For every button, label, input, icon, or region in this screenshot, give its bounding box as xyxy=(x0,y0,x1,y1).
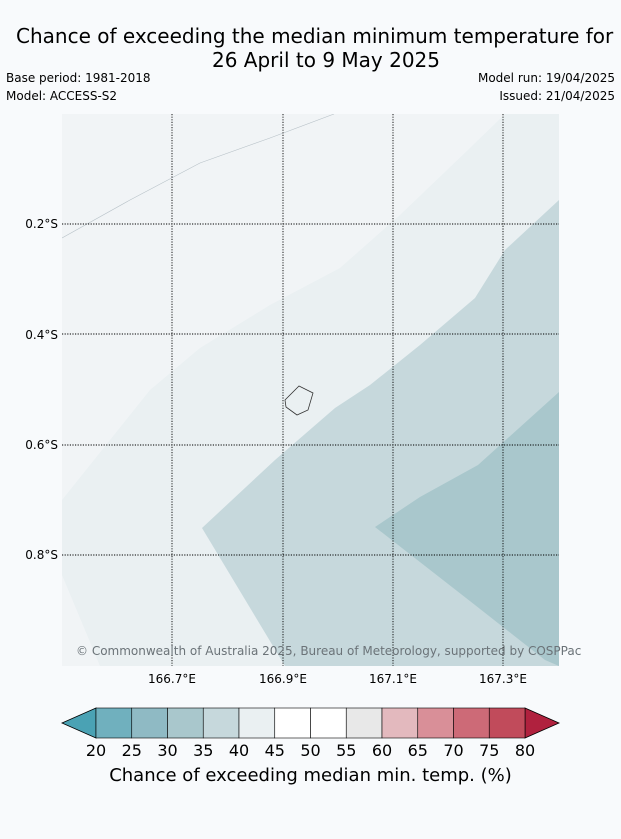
colorbar-tick-label: 65 xyxy=(408,741,428,760)
lon-tick-3: 167.3°E xyxy=(479,672,527,686)
colorbar-label: Chance of exceeding median min. temp. (%… xyxy=(109,765,512,786)
colorbar-high-extend xyxy=(524,707,560,739)
colorbar-segment-7 xyxy=(345,707,383,739)
colorbar-tick-label: 25 xyxy=(122,741,142,760)
colorbar-segment-0 xyxy=(95,707,133,739)
colorbar-tick-label: 75 xyxy=(479,741,499,760)
colorbar-tick-label: 70 xyxy=(443,741,463,760)
title-line-2: 26 April to 9 May 2025 xyxy=(212,48,440,72)
lat-tick-1: 0.4°S xyxy=(25,328,58,342)
zone-30-35 xyxy=(375,392,559,666)
colorbar-segment-3 xyxy=(202,707,240,739)
island-outline xyxy=(284,385,314,416)
lon-tick-2: 167.1°E xyxy=(369,672,417,686)
lat-tick-3: 0.8°S xyxy=(25,548,58,562)
meta-right: Model run: 19/04/2025 Issued: 21/04/2025 xyxy=(478,69,615,105)
colorbar-tick-label: 55 xyxy=(336,741,356,760)
colorbar-segment-10 xyxy=(453,707,490,739)
lon-tick-0: 166.7°E xyxy=(148,672,196,686)
meta-left: Base period: 1981-2018 Model: ACCESS-S2 xyxy=(6,69,151,105)
colorbar-tick-label: 30 xyxy=(157,741,177,760)
colorbar-segment-5 xyxy=(274,707,311,739)
colorbar-segment-1 xyxy=(131,707,168,739)
model-text: Model: ACCESS-S2 xyxy=(6,89,118,103)
issued-text: Issued: 21/04/2025 xyxy=(499,89,615,103)
colorbar-tick-label: 35 xyxy=(193,741,213,760)
colorbar-tick-label: 20 xyxy=(86,741,106,760)
lat-tick-2: 0.6°S xyxy=(25,438,58,452)
colorbar-segment-6 xyxy=(310,707,347,739)
map-area xyxy=(62,114,559,666)
colorbar-tick-label: 60 xyxy=(372,741,392,760)
colorbar-tick-label: 50 xyxy=(300,741,320,760)
colorbar: 20 25 30 35 40 45 50 55 60 65 70 75 80 xyxy=(61,707,560,760)
colorbar-tick-label: 40 xyxy=(229,741,249,760)
colorbar-segment-4 xyxy=(238,707,276,739)
colorbar-segment-9 xyxy=(417,707,454,739)
lon-tick-1: 166.9°E xyxy=(259,672,307,686)
colorbar-tick-label: 45 xyxy=(265,741,285,760)
colorbar-low-extend xyxy=(61,707,97,739)
colorbar-segment-11 xyxy=(488,707,526,739)
copyright-text: © Commonwealth of Australia 2025, Bureau… xyxy=(76,644,581,658)
base-period-text: Base period: 1981-2018 xyxy=(6,71,151,85)
title-line-1: Chance of exceeding the median minimum t… xyxy=(16,24,614,48)
graticule xyxy=(62,114,559,666)
lat-tick-0: 0.2°S xyxy=(25,217,58,231)
colorbar-segment-8 xyxy=(381,707,419,739)
colorbar-segment-2 xyxy=(167,707,204,739)
coastline-trace xyxy=(62,114,335,239)
colorbar-tick-label: 80 xyxy=(515,741,535,760)
model-run-text: Model run: 19/04/2025 xyxy=(477,71,615,85)
